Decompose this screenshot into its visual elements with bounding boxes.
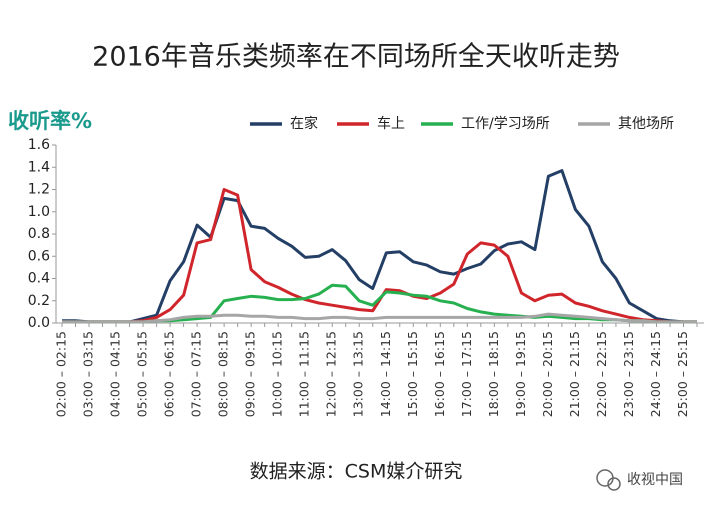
y-tick-label: 1.2 [28, 182, 50, 198]
x-tick-label: 04:00 – 04:15 [108, 331, 123, 417]
x-tick-label: 08:00 – 08:15 [216, 331, 231, 417]
x-tick-label: 20:00 – 20:15 [540, 331, 555, 417]
y-tick-label: 1.4 [28, 159, 50, 175]
legend-label: 在家 [290, 115, 318, 132]
x-tick-label: 05:00 – 05:15 [135, 331, 150, 417]
y-tick-label: 0.8 [28, 226, 50, 242]
watermark-icon [596, 469, 621, 491]
source-note: 数据来源：CSM媒介研究 [250, 461, 463, 483]
series-line [62, 169, 697, 324]
x-tick-label: 07:00 – 07:15 [189, 331, 204, 417]
x-tick-label: 11:00 – 11:15 [297, 331, 312, 417]
y-tick-label: 0.6 [28, 248, 50, 264]
watermark: 收视中国 [627, 472, 683, 488]
x-tick-label: 16:00 – 16:15 [432, 331, 447, 417]
x-tick-label: 09:00 – 09:15 [243, 331, 258, 417]
y-tick-label: 0.2 [28, 293, 50, 309]
x-tick-label: 22:00 – 22:15 [594, 331, 609, 417]
x-tick-label: 23:00 – 23:15 [621, 331, 636, 417]
x-tick-label: 21:00 – 21:15 [567, 331, 582, 417]
legend-label: 其他场所 [618, 116, 674, 132]
x-tick-label: 13:00 – 13:15 [351, 331, 366, 417]
y-axis-label: 收听率% [8, 109, 92, 133]
x-tick-label: 14:00 – 14:15 [378, 331, 393, 417]
x-tick-label: 02:00 – 02:15 [54, 331, 69, 417]
x-tick-label: 18:00 – 18:15 [486, 331, 501, 417]
series-line [62, 188, 697, 324]
x-tick-label: 19:00 – 19:15 [513, 331, 528, 417]
legend-label: 车上 [377, 115, 405, 132]
y-tick-label: 0.0 [28, 315, 50, 331]
y-tick-label: 1.0 [28, 204, 50, 220]
y-tick-label: 1.6 [28, 137, 50, 153]
y-tick-label: 0.4 [28, 271, 50, 287]
x-tick-label: 24:00 – 24:15 [648, 331, 663, 417]
chart-title: 2016年音乐类频率在不同场所全天收听走势 [92, 42, 620, 73]
legend-label: 工作/学习场所 [461, 116, 550, 132]
x-tick-label: 25:00 – 25:15 [675, 331, 690, 417]
x-tick-label: 17:00 – 17:15 [459, 331, 474, 417]
x-tick-label: 06:00 – 06:15 [162, 331, 177, 417]
x-tick-label: 15:00 – 15:15 [405, 331, 420, 417]
x-tick-label: 12:00 – 12:15 [324, 331, 339, 417]
x-tick-label: 03:00 – 03:15 [81, 331, 96, 417]
series-line [62, 312, 697, 324]
x-tick-label: 10:00 – 10:15 [270, 331, 285, 417]
